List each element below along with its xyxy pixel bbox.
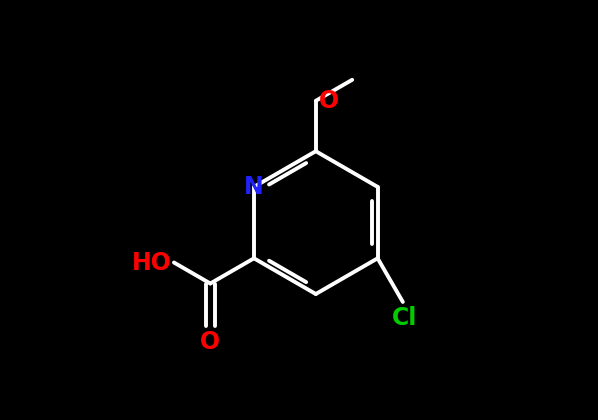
Text: HO: HO: [132, 250, 172, 275]
Text: O: O: [319, 89, 339, 113]
Text: N: N: [244, 175, 264, 199]
Text: Cl: Cl: [392, 306, 417, 330]
Text: O: O: [200, 330, 221, 354]
